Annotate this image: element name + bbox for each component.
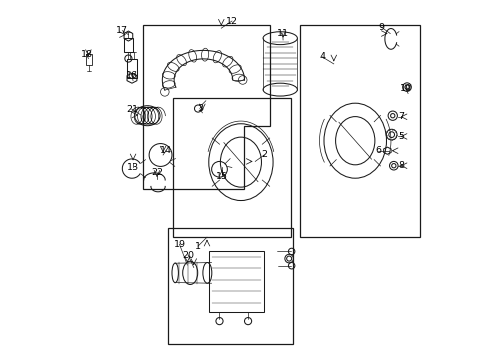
Text: 20: 20 [182,251,194,260]
Text: 21: 21 [126,105,138,114]
Text: 5: 5 [398,132,404,141]
Text: 11: 11 [276,29,288,38]
Text: 9: 9 [378,23,384,32]
Text: 2: 2 [261,150,266,159]
Text: 16: 16 [126,71,138,80]
Text: 7: 7 [398,112,404,121]
Text: 3: 3 [196,104,203,113]
Text: 6: 6 [375,146,381,155]
Text: 15: 15 [216,172,227,181]
Text: 4: 4 [318,52,325,61]
Text: 17: 17 [116,26,128,35]
Text: 10: 10 [399,84,411,93]
Text: 22: 22 [151,168,163,177]
Text: 1: 1 [195,242,201,251]
Text: 18: 18 [81,50,92,59]
Text: 13: 13 [127,163,139,172]
Text: 19: 19 [173,240,185,249]
Text: 8: 8 [398,161,404,170]
Text: 12: 12 [225,17,238,26]
Text: 14: 14 [160,146,172,155]
